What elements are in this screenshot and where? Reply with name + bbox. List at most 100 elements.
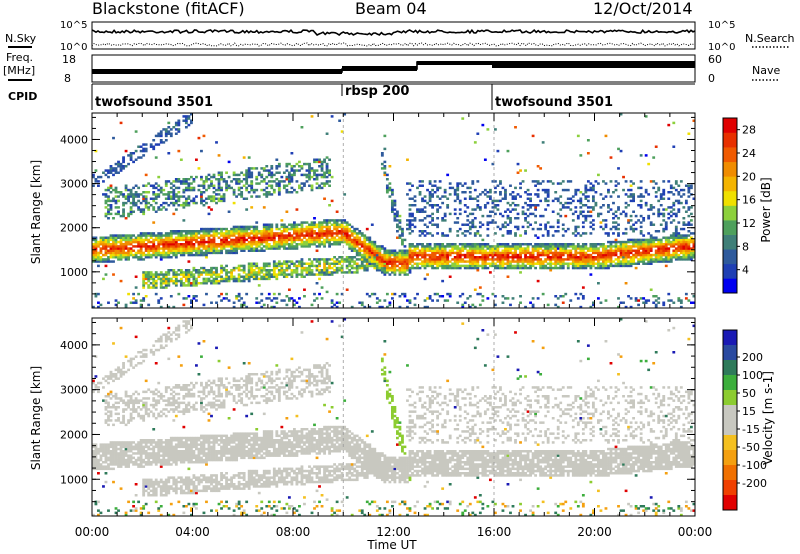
power-cell (179, 251, 183, 255)
power-cell (586, 152, 590, 155)
power-cell (383, 260, 387, 263)
power-cell (569, 299, 573, 302)
power-cell (245, 238, 249, 242)
power-cell (546, 243, 550, 246)
power-cell (509, 249, 512, 252)
power-cell (333, 238, 337, 242)
power-cell (634, 249, 638, 252)
power-cell (649, 245, 653, 248)
power-cell (566, 180, 570, 183)
power-cell (370, 247, 374, 250)
power-cell (431, 253, 434, 257)
power-cell (134, 191, 138, 194)
power-cell (303, 266, 306, 270)
power-cell (230, 232, 233, 235)
power-cell (99, 236, 103, 239)
power-cell (531, 212, 535, 216)
power-cell (574, 249, 578, 252)
power-cell (602, 227, 605, 231)
power-cell (461, 243, 465, 246)
power-cell (149, 247, 153, 250)
power-cell (544, 227, 548, 231)
power-cell (687, 195, 691, 198)
power-cell (682, 251, 686, 255)
power-cell (360, 249, 364, 252)
power-cell (257, 273, 261, 276)
power-cell (122, 210, 125, 213)
power-cell (112, 256, 115, 259)
power-cell (94, 258, 98, 261)
power-cell (458, 227, 462, 231)
power-cell (617, 147, 620, 151)
power-cell (182, 282, 186, 285)
power-cell (554, 230, 558, 233)
power-cell (152, 197, 156, 200)
power-cell (338, 240, 342, 244)
power-cell (235, 182, 239, 185)
power-cell (408, 219, 412, 222)
power-cell (237, 236, 241, 239)
power-cell (202, 234, 206, 237)
power-cell (461, 247, 465, 250)
power-cell (343, 258, 347, 261)
power-cell (142, 143, 146, 146)
power-cell (328, 180, 331, 183)
power-cell (298, 169, 301, 172)
power-cell (526, 197, 530, 200)
power-cell (491, 206, 495, 209)
power-cell (657, 210, 661, 213)
power-cell (644, 243, 648, 246)
power-cell (486, 191, 490, 194)
power-cell (137, 240, 141, 244)
power-cell (398, 295, 402, 298)
power-cell (501, 264, 505, 268)
power-cell (144, 143, 148, 146)
power-cell (320, 175, 324, 179)
power-cell (519, 186, 522, 190)
power-cell (629, 240, 633, 244)
power-cell (124, 165, 128, 168)
power-cell (132, 199, 136, 203)
power-cell (149, 197, 153, 200)
power-cell (536, 262, 540, 265)
power-cell (519, 258, 522, 261)
power-cell (353, 271, 357, 274)
power-cell (235, 230, 239, 233)
power-cell (393, 214, 397, 218)
power-cell (262, 225, 266, 229)
power-cell (423, 277, 427, 281)
power-cell (637, 186, 641, 190)
power-cell (664, 223, 668, 226)
power-cell (124, 234, 128, 237)
power-cell (632, 223, 635, 226)
power-cell (634, 262, 638, 265)
power-cell (632, 258, 635, 261)
power-cell (142, 234, 146, 237)
power-cell (295, 225, 299, 229)
power-cell (129, 251, 133, 255)
cpid-segment-2: rbsp 200 (345, 84, 409, 99)
power-cell (612, 249, 615, 252)
power-cell (159, 186, 163, 190)
power-cell (139, 240, 143, 244)
power-cell (539, 167, 543, 170)
power-cell (373, 258, 377, 261)
power-cell (169, 197, 173, 200)
power-cell (277, 234, 281, 237)
power-cell (230, 230, 233, 233)
power-cell (242, 234, 246, 237)
power-cell (431, 264, 434, 268)
power-cell (609, 256, 613, 259)
power-cell (215, 232, 218, 235)
power-cell (99, 258, 103, 261)
power-cell (247, 227, 251, 231)
power-cell (529, 197, 532, 200)
power-cell (232, 230, 236, 233)
power-cell (597, 253, 600, 257)
power-cell (617, 258, 620, 261)
power-cell (275, 234, 279, 237)
power-cell (250, 249, 254, 252)
power-cell (416, 292, 419, 296)
power-cell (177, 197, 181, 200)
power-cell (200, 184, 203, 187)
